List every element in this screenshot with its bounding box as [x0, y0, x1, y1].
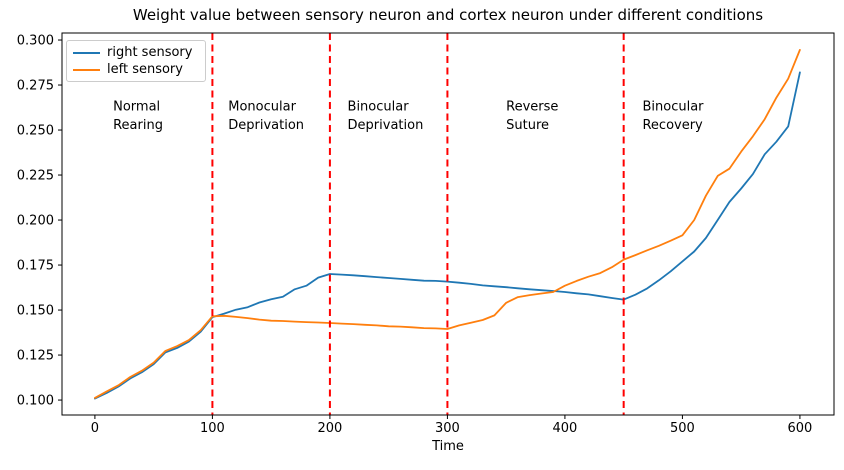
y-tick-label: 0.150	[17, 304, 54, 319]
y-tick-label: 0.300	[17, 34, 54, 49]
x-axis-label: Time	[432, 439, 464, 454]
legend-label-left-sensory: left sensory	[107, 62, 183, 77]
legend-item-right-sensory: right sensory	[73, 44, 197, 61]
y-tick-label: 0.250	[17, 124, 54, 139]
phase-annotation: Rearing	[113, 118, 163, 133]
phase-annotation: Binocular	[642, 99, 704, 114]
legend-line-left-sensory-icon	[73, 68, 100, 71]
x-tick-label: 300	[435, 421, 460, 436]
y-tick-label: 0.275	[17, 79, 54, 94]
legend-label-right-sensory: right sensory	[107, 45, 193, 60]
x-tick-label: 100	[200, 421, 225, 436]
y-tick-label: 0.225	[17, 169, 54, 184]
phase-annotation: Monocular	[228, 99, 296, 114]
chart-title: Weight value between sensory neuron and …	[132, 6, 764, 24]
legend-line-right-sensory-icon	[73, 51, 100, 54]
x-tick-label: 0	[91, 421, 99, 436]
plot-frame	[61, 32, 835, 416]
y-tick-label: 0.100	[17, 394, 54, 409]
legend-item-left-sensory: left sensory	[73, 61, 197, 78]
x-tick-label: 400	[553, 421, 578, 436]
phase-annotation: Deprivation	[228, 118, 304, 133]
y-tick-label: 0.200	[17, 214, 54, 229]
y-tick-label: 0.125	[17, 349, 54, 364]
y-tick-label: 0.175	[17, 259, 54, 274]
x-tick-label: 600	[788, 421, 813, 436]
phase-annotation: Reverse	[506, 99, 558, 114]
phase-annotation: Binocular	[348, 99, 410, 114]
x-tick-label: 200	[317, 421, 342, 436]
legend: right sensory left sensory	[66, 40, 206, 82]
phase-annotation: Suture	[506, 118, 549, 133]
phase-annotation: Deprivation	[348, 118, 424, 133]
phase-annotation: Recovery	[642, 118, 703, 133]
phase-annotation: Normal	[113, 99, 160, 114]
series-line-left-sensory	[94, 49, 801, 399]
x-tick-label: 500	[670, 421, 695, 436]
